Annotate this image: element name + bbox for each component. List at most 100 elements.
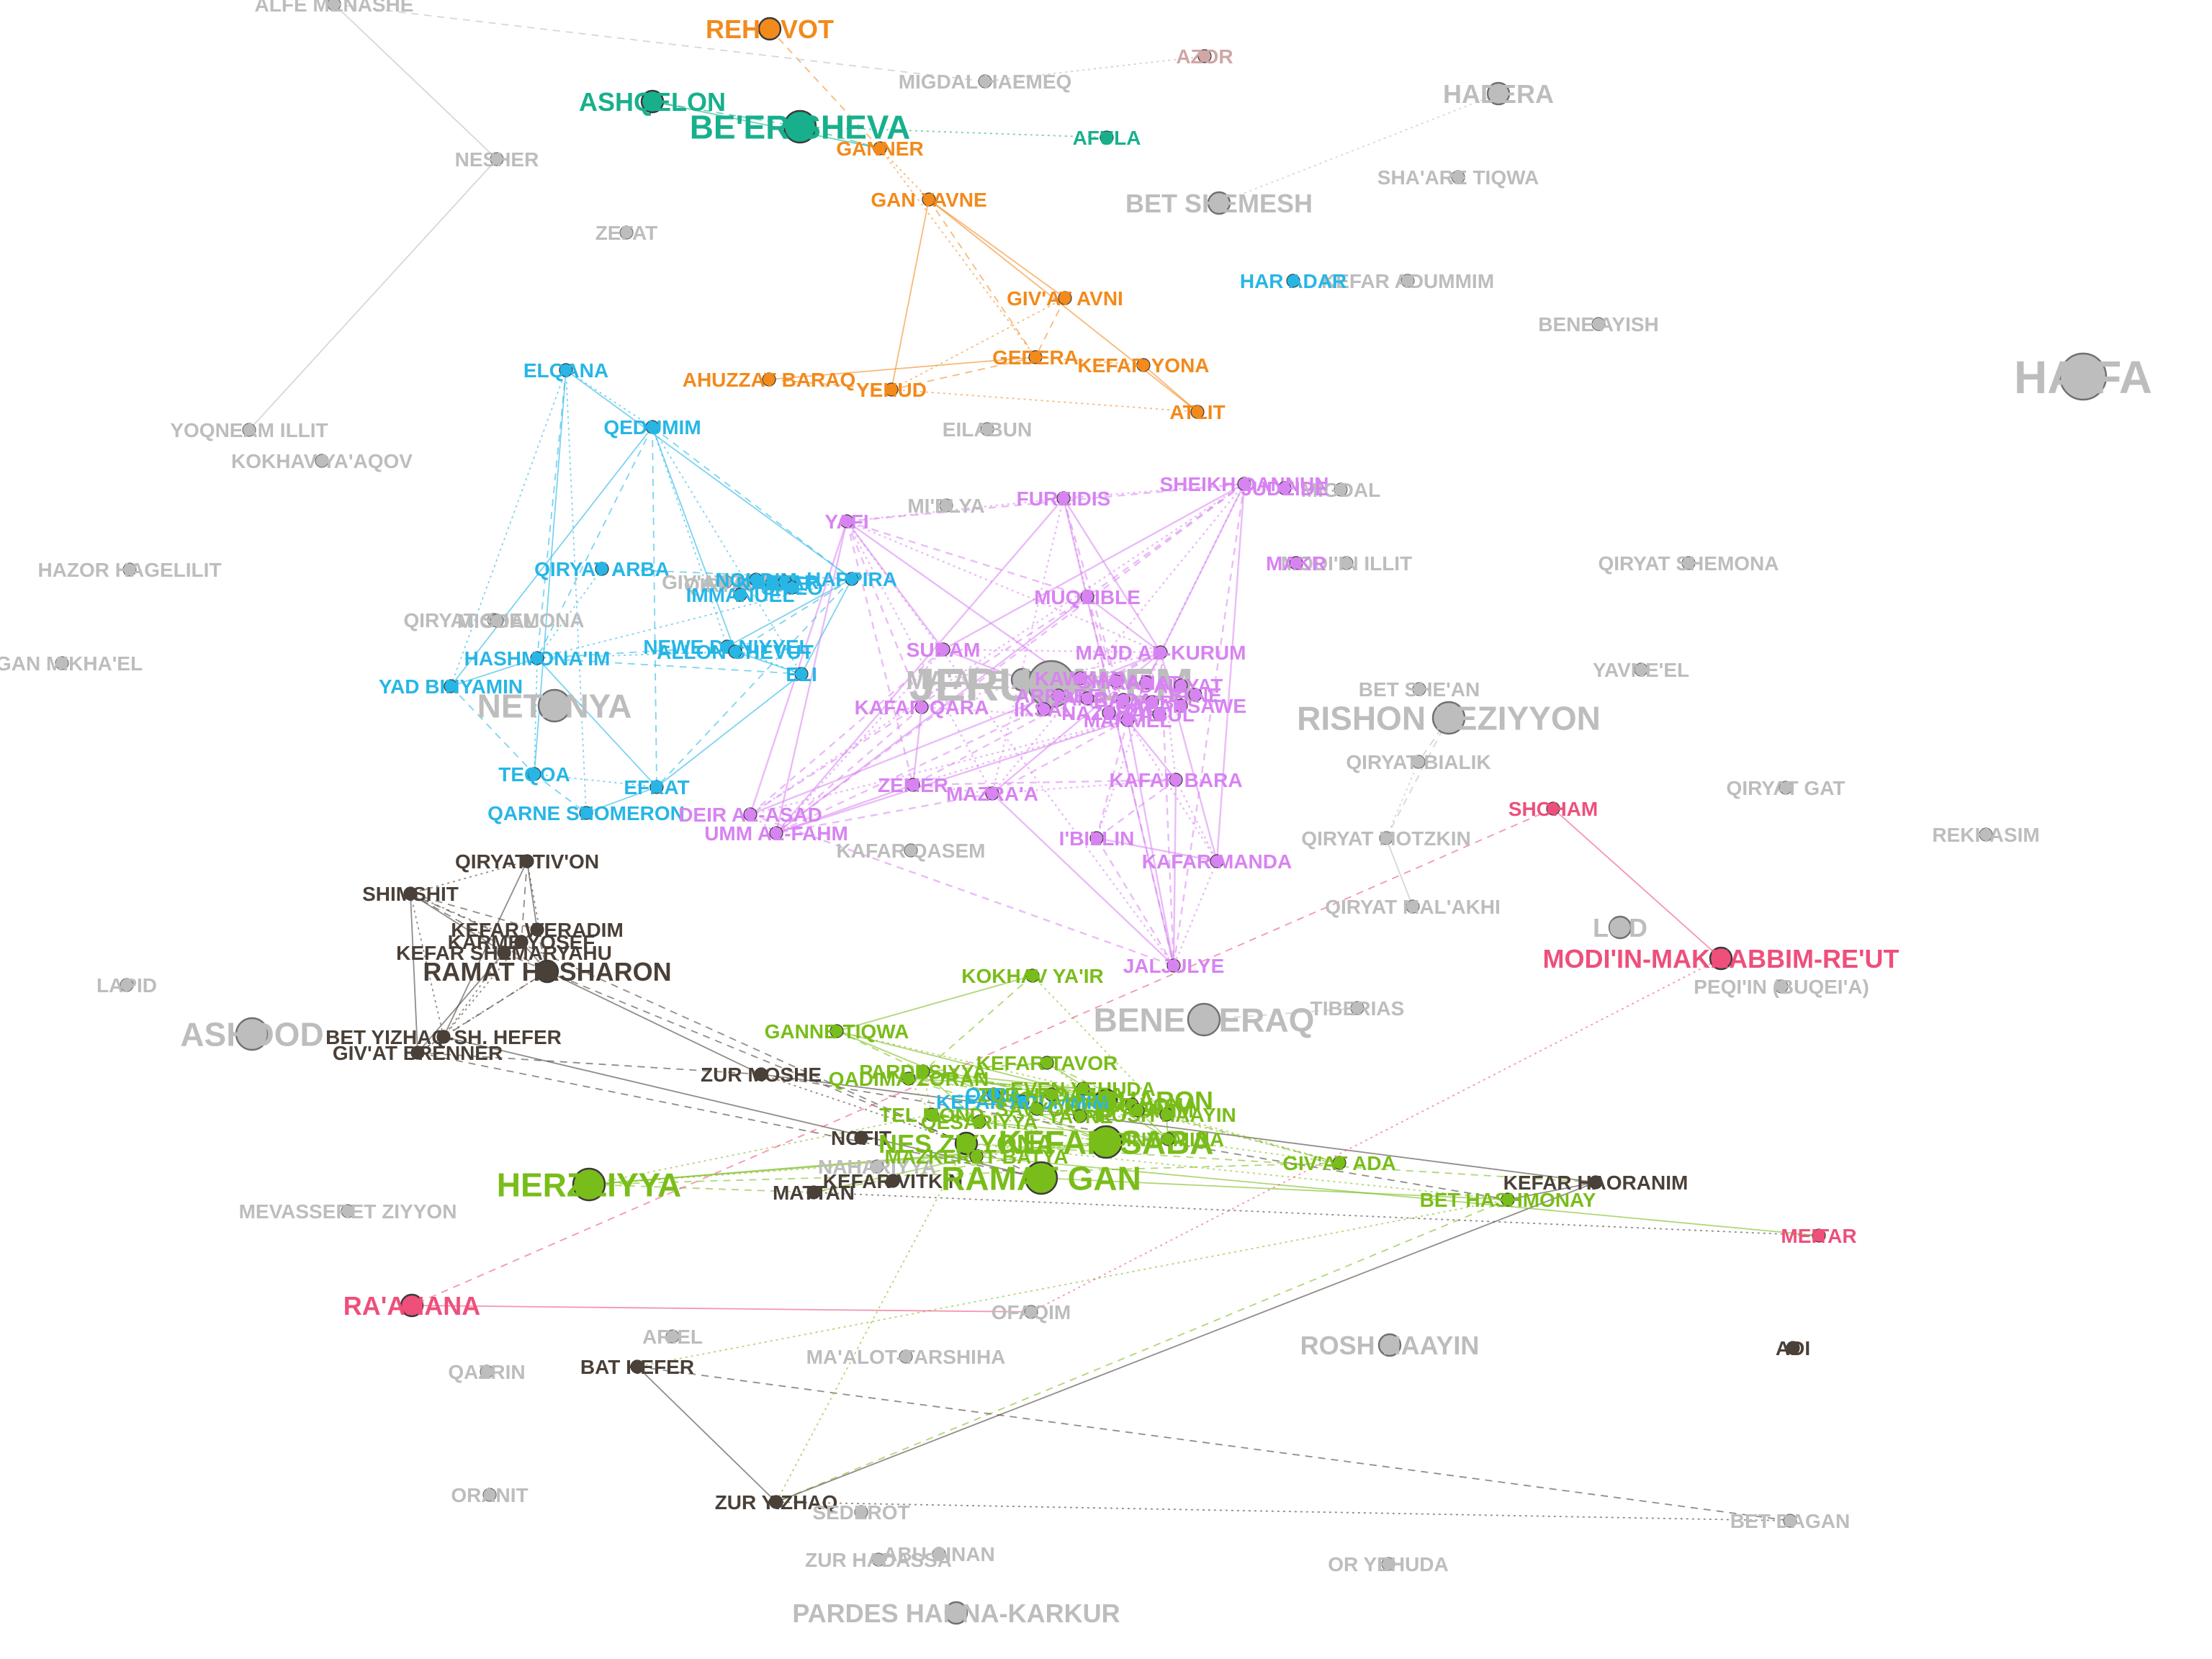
node-label: NEWE DANIYYEL — [643, 636, 811, 658]
edge — [846, 520, 1161, 654]
node-qiryat-bialik: QIRYAT BIALIK — [1346, 751, 1491, 773]
edge — [775, 649, 944, 834]
node-marker — [769, 1495, 783, 1509]
node-marker — [403, 886, 418, 901]
edge — [417, 1052, 1042, 1179]
node-elqana: ELQANA — [523, 359, 608, 382]
node-marker — [830, 1024, 844, 1038]
edge — [813, 1192, 1820, 1236]
edge — [1215, 483, 1246, 862]
edge — [450, 426, 653, 687]
edge — [943, 648, 1161, 654]
edge — [450, 369, 567, 687]
edge — [846, 521, 944, 650]
edge — [536, 426, 653, 659]
node-label: BAQA — [1094, 689, 1153, 711]
node-label: KEFAR ADUMMIM — [1321, 270, 1494, 292]
node-marker — [1030, 1102, 1044, 1116]
node-qalansawe: QALANSAWE — [1115, 695, 1246, 717]
edge-layer — [248, 4, 1820, 1521]
node-marker — [1334, 482, 1348, 497]
node-gedera: GEDERA — [992, 346, 1079, 369]
edge — [536, 651, 736, 659]
node-label: NETANYA — [477, 688, 632, 725]
node-judeide: JUDEIDE — [1241, 477, 1328, 500]
edge — [979, 1088, 1084, 1123]
node-marker — [1073, 1109, 1087, 1123]
node-label: SHOHAM — [1509, 798, 1598, 820]
edge — [966, 1143, 1596, 1183]
node-marker — [55, 656, 69, 670]
edge — [1105, 1100, 1169, 1140]
node-label: YAFI — [824, 511, 868, 533]
node-marker — [1076, 1082, 1090, 1096]
edge — [1040, 1177, 1509, 1200]
edge — [768, 356, 1036, 380]
node-marker — [1015, 1094, 1030, 1109]
edge — [891, 199, 930, 390]
node-binyamina: BINYAMINA — [1112, 1128, 1224, 1151]
edge — [601, 568, 853, 580]
edge — [912, 651, 1161, 786]
node-label: GIV'AT BRENNER — [333, 1042, 503, 1064]
node-label: YOQNEAM ILLIT — [170, 419, 328, 441]
node-label: QALANSAWE — [1115, 695, 1246, 717]
edge — [922, 975, 1033, 1072]
node-marker — [630, 1359, 644, 1374]
edge — [928, 199, 1198, 413]
node-label: PEQI'IN (BUQEI'A) — [1694, 976, 1869, 998]
node-yad-binyamin: YAD BINYAMIN — [379, 675, 523, 698]
node-kokhav-ya-ir: KOKHAV YA'IR — [961, 965, 1104, 987]
node-marker — [315, 454, 329, 468]
edge — [1105, 1138, 1169, 1143]
node-label: LAPID — [96, 974, 157, 997]
node-ganner: GANNER — [836, 138, 923, 160]
node-label: NAZERAT — [1061, 702, 1156, 724]
node-marker — [530, 651, 544, 665]
node-label: ELQANA — [523, 359, 608, 382]
node-marker — [1786, 1341, 1800, 1355]
node-marker — [1377, 1333, 1402, 1357]
node-label: MAZRA'A — [946, 783, 1038, 805]
node-marker — [1979, 827, 1993, 842]
node-marker — [1136, 358, 1151, 372]
edge — [637, 1366, 777, 1503]
node-label: GEDERA — [992, 346, 1079, 369]
node-marker — [794, 667, 809, 681]
node-shoham: SHOHAM — [1509, 798, 1598, 820]
node-marker — [1411, 755, 1426, 769]
node-label: AGAN MIKHA'EL — [0, 652, 143, 675]
node-marker — [1051, 688, 1066, 703]
edge — [536, 929, 548, 972]
node-label: BENE AYISH — [1538, 313, 1659, 336]
node-marker — [1210, 854, 1224, 868]
node-marker — [1207, 191, 1231, 215]
edge — [588, 1184, 814, 1193]
edge — [979, 1121, 1107, 1143]
node-kefar-adummim: KEFAR ADUMMIM — [1321, 270, 1494, 292]
edge — [534, 773, 587, 814]
node-label: ROSH HAAYIN — [1097, 1104, 1236, 1126]
node-marker — [1501, 1192, 1515, 1207]
node-marker — [1058, 291, 1072, 305]
node-marker — [785, 580, 799, 595]
node-label: REKHASIM — [1932, 824, 2039, 846]
edge — [1096, 779, 1177, 839]
node-majd-al-kurum: MAJD AL-KURUM — [1076, 642, 1246, 664]
node-kefar-weradim: KEFAR WERADIM — [451, 919, 624, 941]
edge — [1159, 652, 1177, 781]
node-label: ZEFAT — [595, 222, 658, 244]
node-label: ZUR MOSHE — [701, 1064, 822, 1086]
node-label: JUDEIDE — [1241, 477, 1328, 500]
node-label: KEFAR SHEMARYAHU — [396, 942, 612, 964]
node-ma-alot-tarshiha: MA'ALOT-TARSHIHA — [806, 1346, 1006, 1368]
node-label: ATLIT — [1169, 401, 1225, 423]
node-marker — [400, 1293, 424, 1318]
node-ahuzzat-baraq: AHUZZAT BARAQ — [683, 369, 856, 391]
node-even-yehuda: EVEN YEHUDA — [1010, 1078, 1156, 1100]
node-label: ORANIT — [451, 1484, 528, 1506]
node-marker — [954, 1131, 979, 1156]
edge — [410, 893, 418, 1053]
node-marker — [120, 978, 134, 992]
edge — [943, 482, 1245, 651]
